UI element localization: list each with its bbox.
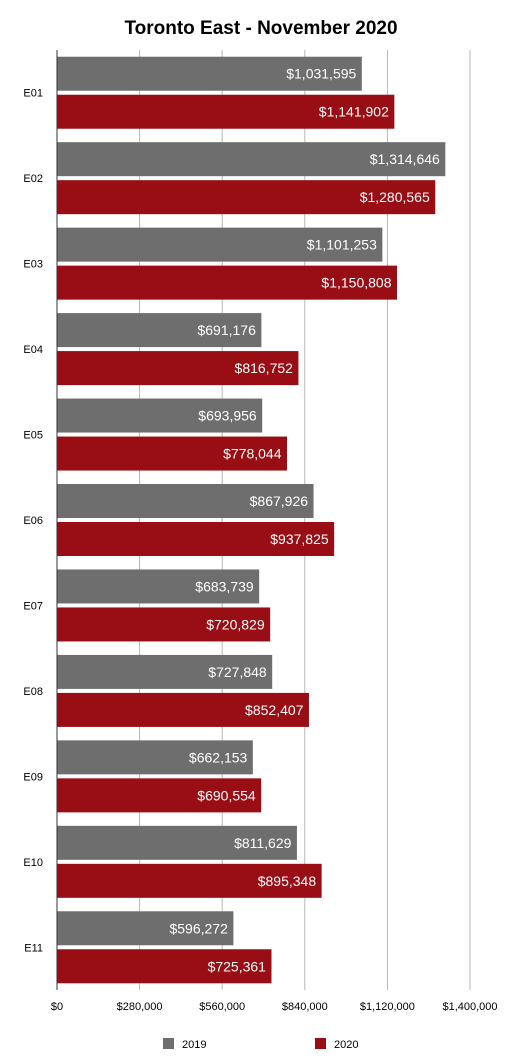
data-label: $852,407 bbox=[245, 702, 304, 718]
x-tick-label: $1,120,000 bbox=[360, 1001, 415, 1013]
category-label: E09 bbox=[23, 771, 43, 783]
bar-2019-E09 bbox=[57, 740, 253, 775]
bar-2020-E08 bbox=[57, 692, 309, 727]
bar-2019-E02 bbox=[57, 142, 446, 177]
category-label: E05 bbox=[23, 430, 43, 442]
legend: 2019 2020 bbox=[163, 1038, 358, 1051]
bars: $1,031,595 $1,141,902 $1,314,646 $1,280,565… bbox=[57, 56, 446, 984]
x-tick-label: $840,000 bbox=[282, 1001, 328, 1013]
data-label: $693,956 bbox=[198, 408, 257, 424]
bar-2019-E05 bbox=[57, 398, 263, 433]
bar-2020-E03 bbox=[57, 265, 397, 300]
data-label: $1,150,808 bbox=[321, 275, 391, 291]
data-label: $727,848 bbox=[208, 664, 267, 680]
bar-2020-E01 bbox=[57, 94, 395, 129]
data-label: $662,153 bbox=[189, 749, 248, 765]
chart-title: Toronto East - November 2020 bbox=[124, 18, 397, 39]
x-tick-label: $560,000 bbox=[199, 1001, 245, 1013]
category-label: E06 bbox=[23, 515, 43, 527]
bar-2019-E08 bbox=[57, 654, 273, 689]
bar-2019-E04 bbox=[57, 313, 262, 348]
bar-2020-E05 bbox=[57, 436, 288, 471]
data-label: $725,361 bbox=[208, 958, 267, 974]
category-label: E07 bbox=[23, 600, 43, 612]
data-label: $596,272 bbox=[169, 920, 228, 936]
bar-2020-E06 bbox=[57, 522, 335, 556]
data-label: $1,101,253 bbox=[307, 237, 377, 253]
data-label: $937,825 bbox=[270, 531, 329, 547]
bar-2020-E11 bbox=[57, 949, 272, 984]
data-label: $1,280,565 bbox=[360, 189, 430, 205]
category-label: E02 bbox=[23, 173, 43, 185]
category-labels: E01 E02 E03 E04 E05 E06 E07 E08 E09 E10 E11 bbox=[23, 88, 43, 955]
legend-swatch-2020 bbox=[315, 1038, 326, 1049]
data-label: $1,141,902 bbox=[319, 104, 389, 120]
x-tick-label: $0 bbox=[51, 1001, 63, 1013]
category-label: E11 bbox=[24, 942, 43, 954]
bar-2019-E01 bbox=[57, 56, 362, 91]
category-label: E10 bbox=[23, 857, 43, 869]
data-label: $683,739 bbox=[195, 578, 254, 594]
bar-2020-E02 bbox=[57, 180, 436, 215]
category-label: E04 bbox=[23, 344, 43, 356]
bar-2019-E06 bbox=[57, 484, 314, 518]
data-label: $895,348 bbox=[258, 873, 317, 889]
data-label: $778,044 bbox=[223, 446, 282, 462]
data-label: $690,554 bbox=[197, 787, 256, 803]
bar-2019-E11 bbox=[57, 911, 234, 946]
data-label: $720,829 bbox=[206, 616, 265, 632]
data-label: $1,314,646 bbox=[370, 151, 440, 167]
data-label: $1,031,595 bbox=[286, 66, 356, 82]
category-label: E08 bbox=[23, 686, 43, 698]
category-label: E01 bbox=[23, 88, 43, 100]
bar-2020-E04 bbox=[57, 351, 299, 386]
x-tick-label: $1,400,000 bbox=[442, 1001, 497, 1013]
bar-2019-E07 bbox=[57, 569, 260, 604]
data-label: $867,926 bbox=[250, 493, 309, 509]
bar-2020-E07 bbox=[57, 607, 271, 642]
data-label: $816,752 bbox=[235, 360, 294, 376]
legend-label: 2019 bbox=[182, 1039, 206, 1051]
x-tick-label: $280,000 bbox=[117, 1001, 163, 1013]
data-label: $811,629 bbox=[234, 835, 292, 851]
bar-2020-E09 bbox=[57, 778, 262, 813]
x-axis-ticks: $0 $280,000 $560,000 $840,000 $1,120,000 $1,4… bbox=[51, 1001, 498, 1013]
bar-2019-E10 bbox=[57, 825, 297, 860]
legend-swatch-2019 bbox=[163, 1038, 174, 1049]
bar-2020-E10 bbox=[57, 863, 322, 898]
category-label: E03 bbox=[23, 259, 43, 271]
data-label: $691,176 bbox=[197, 322, 256, 338]
bar-2019-E03 bbox=[57, 227, 383, 262]
legend-label: 2020 bbox=[334, 1039, 358, 1051]
